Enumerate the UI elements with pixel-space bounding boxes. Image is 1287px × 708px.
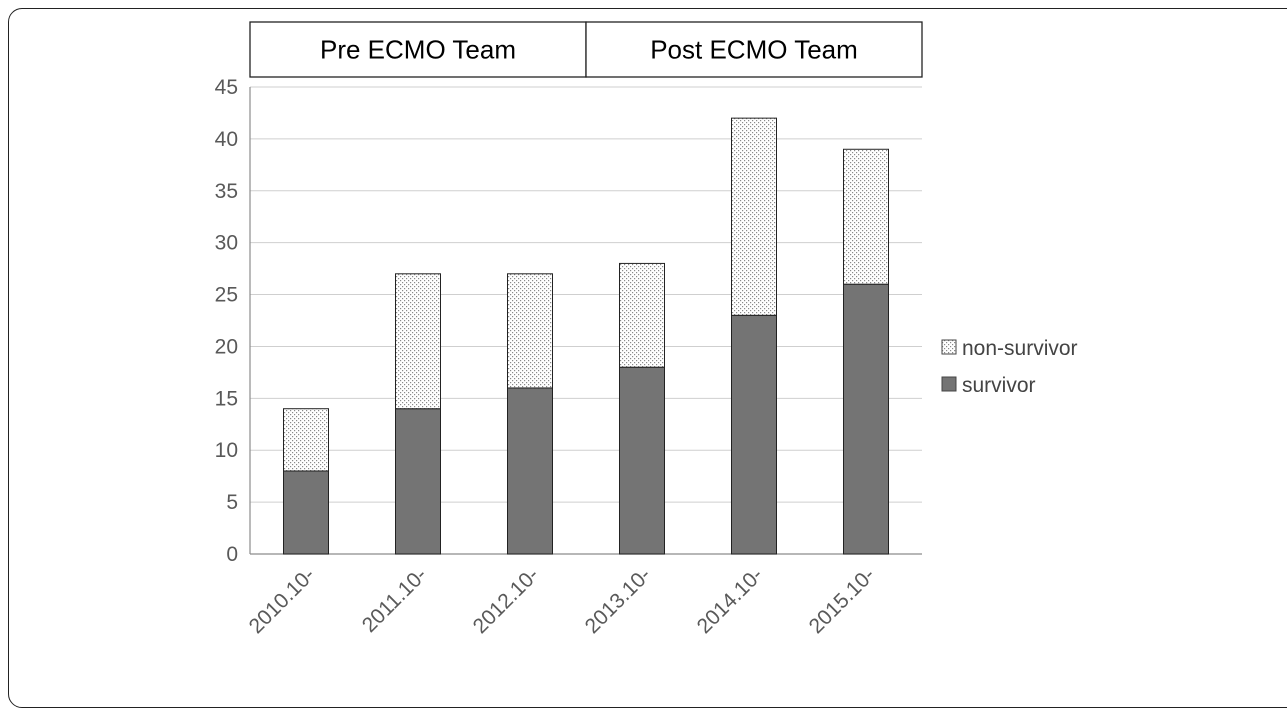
x-tick-label: 2011.10-: [358, 563, 432, 637]
y-tick-label: 40: [215, 128, 238, 151]
y-tick-label: 5: [226, 491, 238, 514]
stacked-bar-chart: 0 5 10 15 20 25 30 35 40 45 2010.10- 2011.10- 2012.…: [215, 21, 1078, 638]
bar-survivor: [283, 470, 329, 555]
x-tick-label: 2013.10-: [581, 563, 656, 638]
bar-survivor: [507, 387, 553, 555]
bar-non-survivor: [843, 148, 889, 285]
y-axis: 0 5 10 15 20 25 30 35 40 45: [215, 76, 251, 566]
x-tick-label: 2015.10-: [805, 563, 880, 638]
y-tick-label: 25: [215, 284, 238, 307]
post-ecmo-team-label: Post ECMO Team: [650, 35, 858, 65]
legend-swatch-survivor: [941, 376, 957, 392]
y-tick-label: 30: [215, 232, 238, 255]
bar-non-survivor: [731, 117, 777, 316]
team-header-box: [585, 21, 923, 78]
x-tick-label: 2010.10-: [245, 563, 320, 638]
pre-ecmo-team-label: Pre ECMO Team: [320, 35, 516, 65]
legend-label-survivor: survivor: [962, 374, 1036, 397]
bar-survivor: [395, 408, 441, 555]
x-tick-label: 2012.10-: [469, 563, 544, 638]
y-tick-label: 0: [226, 543, 238, 566]
bar-non-survivor: [507, 273, 553, 389]
y-tick-label: 45: [215, 76, 238, 99]
x-axis: 2010.10- 2011.10- 2012.10- 2013.10- 2014.10-…: [245, 563, 880, 638]
legend-swatch-non-survivor: [941, 339, 957, 355]
team-header: Pre ECMO Team Post ECMO Team: [249, 21, 923, 78]
bar-non-survivor: [619, 262, 665, 368]
team-header-box: [249, 21, 587, 78]
y-tick-label: 10: [215, 439, 238, 462]
y-tick-label: 35: [215, 180, 238, 203]
legend-label-non-survivor: non-survivor: [962, 337, 1078, 360]
y-tick-label: 20: [215, 335, 238, 358]
legend: non-survivor survivor: [941, 337, 1078, 397]
bar-survivor: [843, 283, 889, 555]
x-tick-label: 2014.10-: [693, 563, 768, 638]
y-tick-label: 15: [215, 387, 238, 410]
bar-survivor: [619, 366, 665, 555]
gridlines: [250, 86, 922, 555]
bar-non-survivor: [395, 273, 441, 410]
bar-survivor: [731, 314, 777, 555]
bar-non-survivor: [283, 408, 329, 472]
bars: [283, 117, 889, 555]
